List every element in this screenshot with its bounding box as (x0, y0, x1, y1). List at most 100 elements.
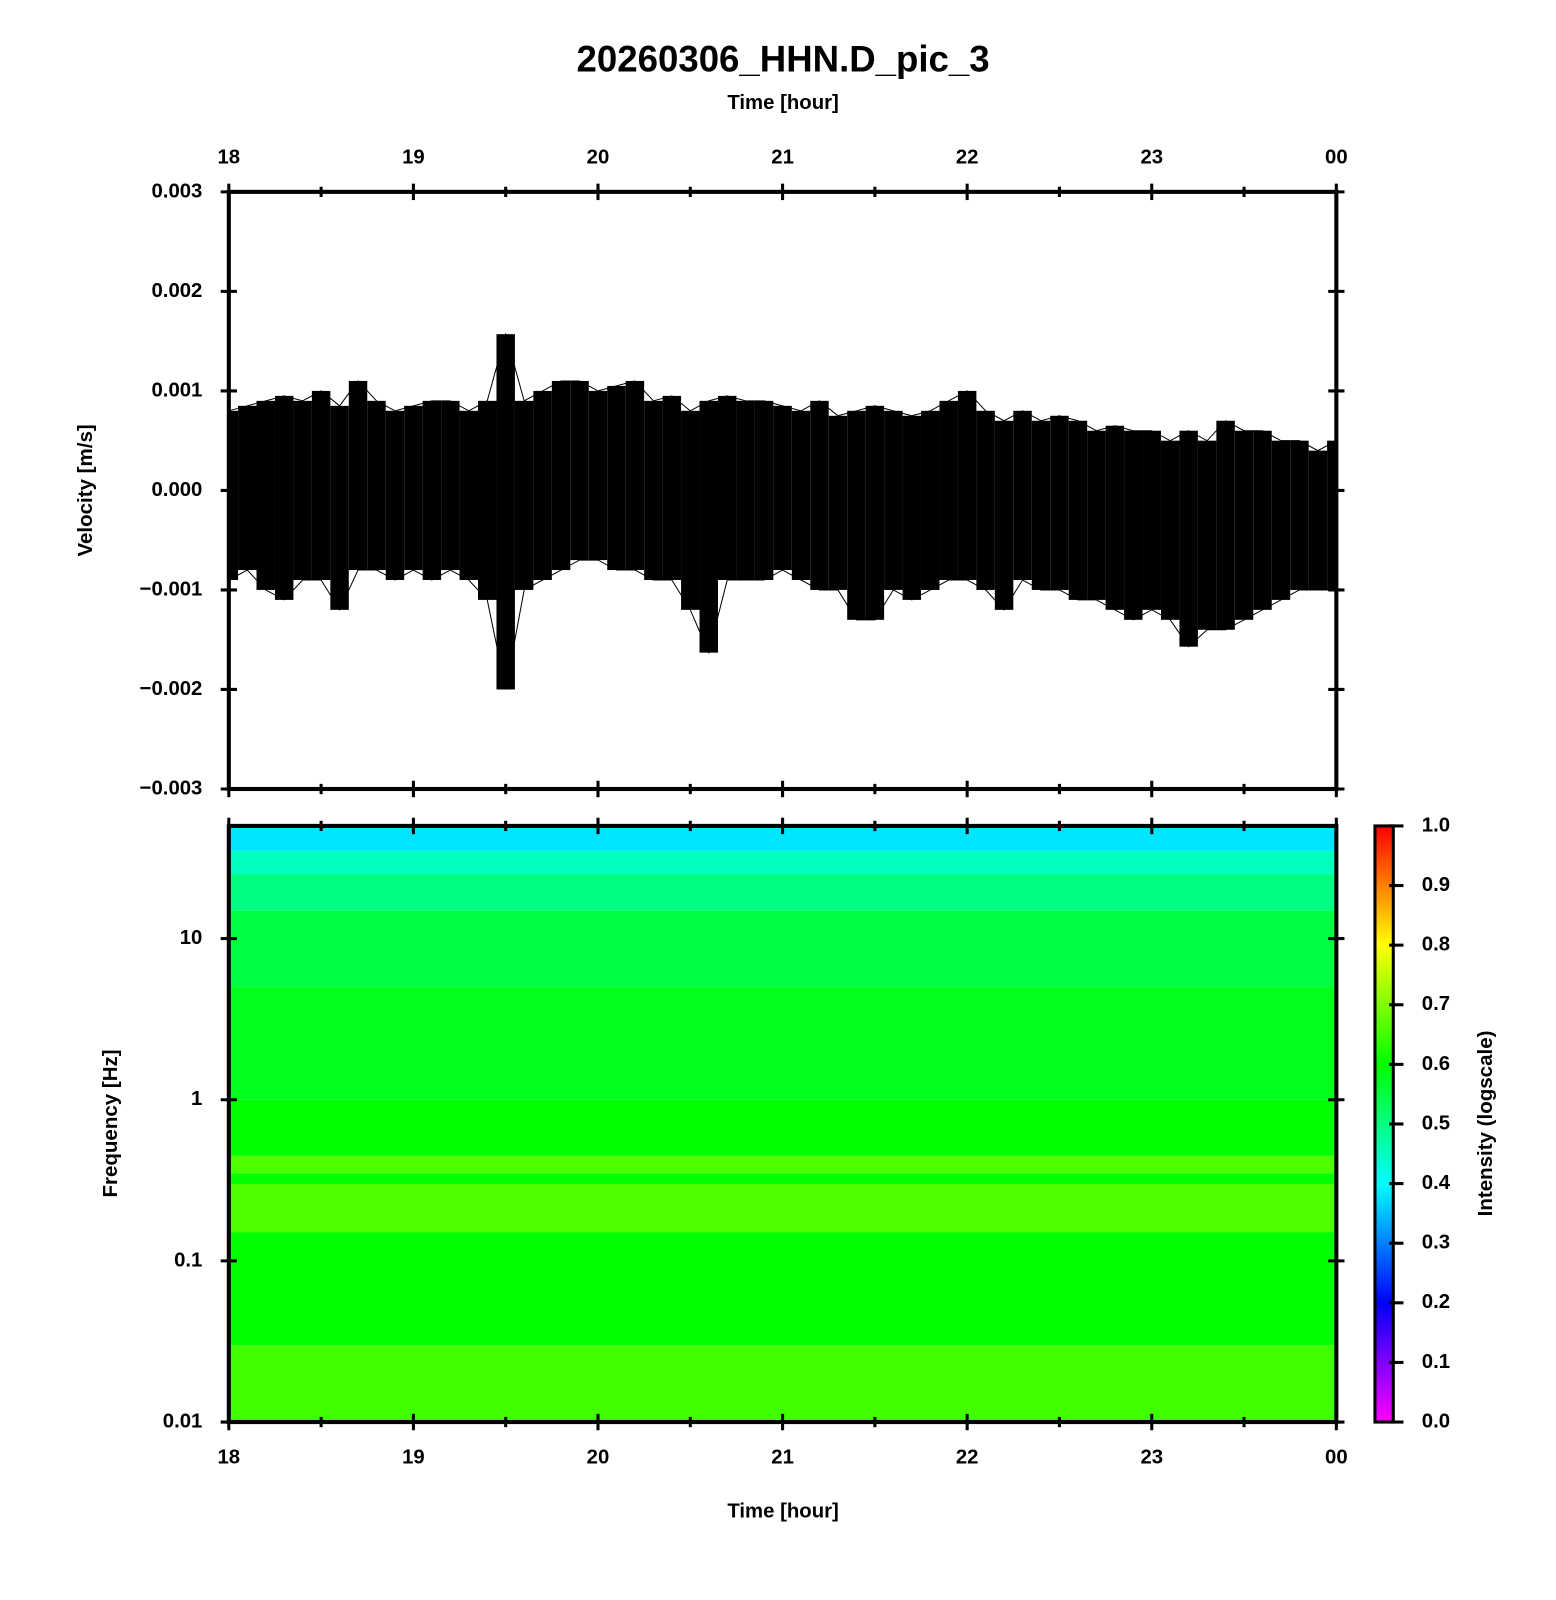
axes-frame (226, 823, 1339, 1425)
y-tick-label: 1 (191, 1088, 202, 1110)
x-tick-label: 23 (1140, 146, 1163, 168)
trace-envelope (256, 400, 275, 590)
trace-envelope (957, 390, 977, 580)
trace-envelope (238, 405, 257, 571)
trace-envelope (514, 400, 534, 590)
trace-envelope (496, 334, 515, 690)
x-tick-label: 18 (218, 1446, 241, 1468)
x-axis-label: Time [hour] (727, 92, 838, 114)
trace-envelope (274, 395, 294, 600)
colorbar-label: Intensity (logscale) (1475, 1031, 1497, 1217)
colorbar-tick-label: 0.0 (1422, 1410, 1450, 1432)
colorbar-tick-label: 0.5 (1422, 1112, 1450, 1134)
x-tick-label: 00 (1325, 146, 1348, 168)
colorbar-tick-label: 0.3 (1422, 1232, 1450, 1254)
trace-envelope (588, 390, 608, 561)
y-axis-label: Frequency [Hz] (100, 1049, 122, 1197)
y-tick-label: −0.003 (140, 777, 203, 799)
trace-envelope (1013, 410, 1032, 580)
x-tick-label: 19 (402, 146, 425, 168)
y-tick-label: −0.002 (140, 678, 203, 700)
spectrogram-band (228, 874, 1337, 911)
spectrogram-band (228, 987, 1337, 1100)
trace-envelope (348, 380, 368, 571)
x-tick-label: 21 (771, 1446, 794, 1468)
trace-envelope (441, 400, 460, 571)
trace-envelope (681, 410, 700, 610)
spectrogram-band (228, 910, 1337, 988)
colorbar-tick-label: 0.1 (1422, 1351, 1450, 1373)
trace-envelope (939, 400, 958, 580)
y-tick-label: 0.002 (151, 280, 202, 302)
trace-envelope (1290, 440, 1309, 590)
trace-envelope (1327, 440, 1337, 590)
spectrogram-band (228, 1183, 1337, 1233)
trace-envelope (404, 405, 423, 571)
trace-envelope (478, 400, 497, 600)
trace-envelope (1068, 420, 1088, 600)
trace-envelope (1253, 430, 1272, 610)
trace-envelope (311, 390, 331, 580)
trace-envelope (810, 400, 829, 590)
colorbar-tick-label: 0.8 (1422, 933, 1450, 955)
y-tick-label: 0.1 (174, 1249, 202, 1271)
y-tick-label: −0.001 (140, 578, 203, 600)
spectrogram-band (228, 1099, 1337, 1156)
trace-envelope (1234, 430, 1254, 620)
trace-envelope (1031, 420, 1051, 590)
chart-title: 20260306_HHN.D_pic_3 (577, 38, 990, 79)
trace-envelope (773, 405, 792, 571)
trace-envelope (902, 415, 922, 600)
colorbar-tick-label: 0.6 (1422, 1053, 1450, 1075)
trace-envelope (330, 405, 349, 610)
trace-envelope (644, 400, 663, 580)
x-tick-label: 20 (587, 146, 610, 168)
trace-envelope (921, 410, 940, 590)
colorbar-tick-label: 1.0 (1422, 814, 1450, 836)
trace-envelope (1197, 440, 1217, 630)
trace-envelope (367, 400, 386, 571)
trace-envelope (385, 410, 405, 580)
trace-envelope (976, 410, 995, 590)
trace-envelope (1308, 450, 1328, 590)
trace-envelope (791, 410, 811, 580)
y-tick-label: 0.000 (151, 479, 202, 501)
spectrogram-band (228, 1232, 1337, 1346)
trace-envelope (717, 395, 737, 580)
trace-envelope (1160, 440, 1180, 620)
trace-envelope (1179, 430, 1198, 647)
spectrogram-band (228, 850, 1337, 875)
trace-envelope (1124, 430, 1143, 620)
trace-envelope (754, 400, 774, 580)
trace-envelope (1087, 430, 1106, 600)
x-axis-label: Time [hour] (727, 1501, 838, 1523)
trace-envelope (994, 420, 1014, 610)
trace-envelope (828, 415, 848, 590)
trace-envelope (422, 400, 442, 580)
trace-envelope (1216, 420, 1235, 630)
spectrogram-band (228, 1173, 1337, 1184)
x-tick-label: 00 (1325, 1446, 1348, 1468)
trace-envelope (662, 395, 682, 580)
x-tick-label: 22 (956, 146, 979, 168)
trace-envelope (1142, 430, 1161, 610)
trace-envelope (1105, 425, 1125, 610)
trace-envelope (293, 400, 312, 580)
colorbar-tick-label: 0.4 (1422, 1172, 1451, 1194)
y-axis-label: Velocity [m/s] (75, 424, 97, 556)
x-tick-label: 23 (1140, 1446, 1163, 1468)
axes-frame (226, 189, 1339, 792)
spectrogram-band (228, 1155, 1337, 1174)
trace-envelope (533, 390, 552, 580)
x-tick-label: 18 (218, 146, 241, 168)
colorbar-tick-label: 0.7 (1422, 993, 1450, 1015)
x-tick-label: 21 (771, 146, 794, 168)
trace-envelope (625, 380, 645, 571)
trace-envelope (459, 410, 479, 580)
x-tick-label: 19 (402, 1446, 425, 1468)
y-tick-label: 0.003 (151, 180, 202, 202)
trace-envelope (699, 400, 718, 653)
x-tick-label: 22 (956, 1446, 979, 1468)
x-tick-label: 20 (587, 1446, 610, 1468)
